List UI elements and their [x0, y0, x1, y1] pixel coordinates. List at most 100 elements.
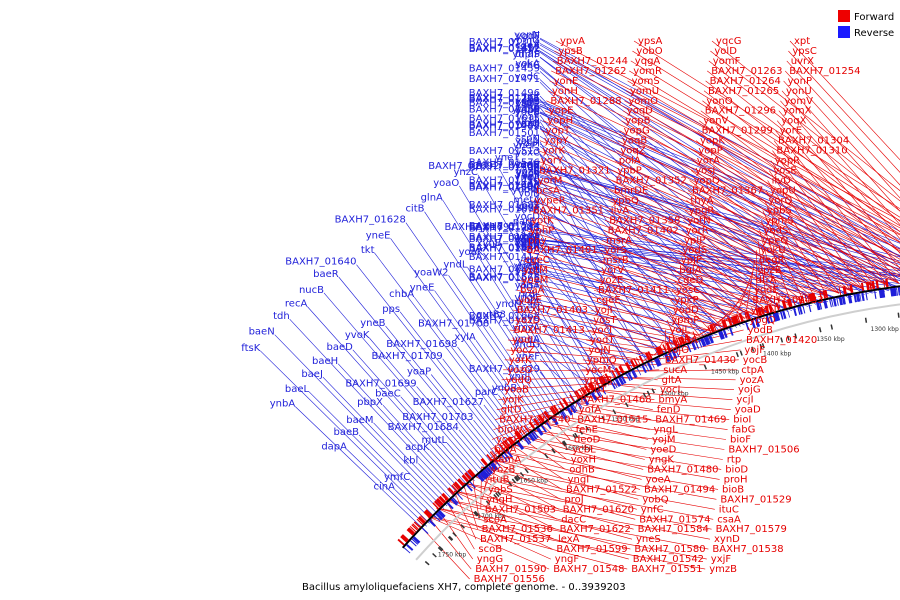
forward-feature-label: yobO: [636, 46, 662, 57]
reverse-feature-arrow: [772, 313, 777, 322]
forward-feature-arrow: [745, 311, 751, 320]
reverse-feature-arrow: [705, 336, 711, 345]
reverse-leader-line: [539, 38, 900, 258]
reverse-leader-line: [537, 148, 646, 367]
forward-feature-label: yonU: [786, 86, 812, 97]
forward-feature-arrow: [786, 298, 792, 308]
reverse-feature-label: ymzA: [512, 323, 540, 334]
reverse-feature-label: BAXH7_01586: [469, 234, 540, 245]
reverse-leader-line: [394, 489, 430, 524]
reverse-feature-arrow: [641, 365, 647, 374]
inner-marker: [424, 560, 430, 566]
reverse-feature-label: yneE: [410, 283, 435, 294]
reverse-feature-arrow: [817, 301, 821, 310]
forward-leader-line: [703, 90, 900, 243]
forward-leader-line: [585, 339, 655, 356]
reverse-feature-label: BAXH7_01708: [418, 319, 489, 330]
forward-leader-line: [544, 110, 900, 271]
forward-feature-arrow: [810, 293, 815, 302]
inner-marker: [437, 546, 443, 552]
forward-feature-label: yoqX: [781, 116, 806, 127]
reverse-feature-arrow: [865, 292, 868, 301]
reverse-feature-label: yneF: [516, 351, 540, 362]
forward-leader-line: [775, 130, 900, 284]
reverse-leader-line: [539, 175, 900, 276]
reverse-feature-label: yoeB: [515, 107, 540, 118]
inner-marker: [830, 324, 834, 330]
forward-leader-line: [622, 110, 900, 268]
forward-feature-arrow: [624, 361, 632, 371]
reverse-leader-line: [539, 101, 900, 250]
forward-feature-label: xynD: [714, 534, 740, 545]
forward-feature-label: yodT: [590, 335, 615, 346]
forward-leader-line: [700, 110, 900, 264]
forward-leader-line: [509, 329, 666, 351]
forward-feature-label: yopY: [544, 136, 569, 147]
reverse-feature-arrow: [438, 510, 446, 518]
forward-leader-line: [569, 401, 730, 420]
forward-feature-arrow: [656, 346, 663, 355]
inner-marker: [642, 392, 647, 398]
forward-leader-line: [541, 130, 900, 284]
forward-feature-label: BAXH7_01480: [647, 464, 718, 475]
reverse-leader-line: [289, 318, 457, 498]
forward-feature-label: rtp: [727, 455, 741, 466]
reverse-feature-label: yneB: [360, 318, 385, 329]
forward-feature-label: BAXH7_01556: [474, 574, 545, 585]
reverse-leader-line: [475, 340, 540, 430]
forward-feature-arrow: [819, 291, 823, 300]
scale-tick-label: 1300 kbp: [871, 326, 899, 333]
reverse-feature-arrow: [698, 339, 703, 348]
reverse-feature-arrow: [847, 295, 852, 304]
forward-feature-label: cgeE: [596, 295, 620, 306]
reverse-feature-label: cgeB: [515, 235, 540, 246]
forward-feature-label: yngG: [477, 554, 503, 565]
forward-feature-label: ypbS: [767, 205, 792, 216]
reverse-leader-line: [539, 141, 661, 360]
reverse-leader-line: [448, 275, 550, 423]
reverse-leader-line: [430, 374, 500, 460]
reverse-feature-label: ydpA: [515, 240, 541, 251]
inner-marker: [496, 490, 502, 496]
reverse-leader-line: [337, 363, 460, 495]
forward-leader-line: [517, 279, 723, 327]
reverse-leader-line: [499, 168, 617, 382]
forward-leader-line: [670, 299, 700, 336]
feature-arrows: [397, 278, 900, 566]
reverse-feature-label: yneT: [495, 153, 520, 164]
forward-feature-label: BAXH7_01413: [514, 325, 585, 336]
forward-feature-arrow: [536, 416, 542, 424]
forward-leader-line: [419, 524, 470, 580]
forward-leader-line: [552, 60, 900, 236]
reverse-feature-label: yneQ: [514, 261, 540, 272]
reverse-feature-arrow: [808, 304, 812, 313]
forward-leader-line: [509, 443, 564, 480]
reverse-feature-label: yopS: [515, 96, 540, 107]
forward-feature-label: yopH: [547, 116, 573, 127]
forward-feature-arrow: [801, 295, 805, 304]
forward-feature-label: BAXH7_01584: [638, 524, 709, 535]
forward-feature-label: fenD: [657, 405, 681, 416]
forward-feature-label: degR: [759, 255, 785, 266]
reverse-feature-label: ypzA: [516, 241, 541, 252]
reverse-feature-arrow: [647, 362, 653, 371]
forward-feature-arrow: [783, 300, 787, 309]
forward-feature-arrow: [744, 312, 748, 321]
forward-feature-label: yonP: [788, 76, 812, 87]
forward-feature-label: yodE: [754, 285, 779, 296]
reverse-feature-label: BAXH7_01486: [469, 244, 540, 255]
reverse-feature-label: BAXH7_01578: [469, 272, 540, 283]
forward-leader-line: [515, 289, 711, 332]
forward-feature-label: BAXH7_01574: [639, 514, 710, 525]
reverse-feature-label: BAXH7_01681: [469, 200, 540, 211]
forward-feature-label: yocL: [660, 385, 684, 396]
forward-feature-label: yxjF: [711, 554, 732, 565]
forward-feature-label: yobS: [488, 484, 513, 495]
forward-feature-label: BAXH7_01580: [634, 544, 705, 555]
reverse-feature-label: yneE: [366, 230, 391, 241]
forward-feature-label: uvrX: [791, 56, 814, 67]
forward-feature-label: BAXH7_01264: [710, 76, 781, 87]
forward-feature-label: yojN: [588, 345, 610, 356]
forward-feature-arrow: [578, 388, 584, 397]
forward-feature-label: bioI: [733, 415, 751, 426]
